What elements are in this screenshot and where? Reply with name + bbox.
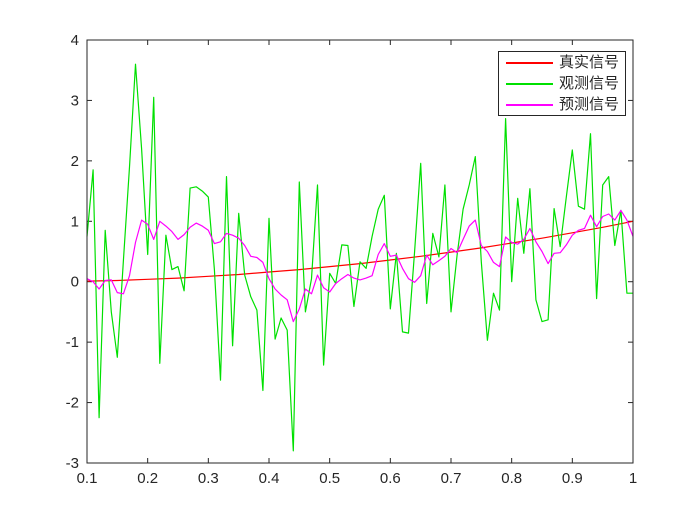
- x-tick-label: 0.1: [77, 470, 98, 487]
- legend-item-observed-signal: 观测信号: [499, 74, 625, 94]
- x-tick-label: 0.8: [501, 470, 522, 487]
- y-tick-label: 4: [71, 32, 79, 49]
- observed-signal-legend-line: [506, 82, 553, 85]
- observed-signal-legend-label: 观测信号: [559, 75, 620, 92]
- x-tick-label: 0.7: [441, 470, 462, 487]
- x-tick-label: 0.6: [380, 470, 401, 487]
- x-tick-label: 0.9: [562, 470, 583, 487]
- plot-frame: [86, 39, 634, 464]
- true-signal-legend-line: [506, 61, 553, 64]
- x-tick-label: 0.3: [198, 470, 219, 487]
- y-tick-label: -3: [66, 455, 79, 472]
- legend-box: 真实信号 观测信号 预测信号: [498, 51, 626, 116]
- observed-signal-line: [86, 63, 633, 452]
- predicted-signal-legend-label: 预测信号: [559, 96, 620, 113]
- predicted-signal-line: [86, 209, 634, 323]
- x-tick-label: 1: [629, 470, 637, 487]
- true-signal-legend-label: 真实信号: [559, 54, 620, 71]
- y-tick-label: 3: [71, 92, 79, 109]
- x-tick-label: 0.5: [319, 470, 340, 487]
- x-tick-label: 0.2: [137, 470, 158, 487]
- y-tick-label: 0: [71, 274, 79, 291]
- x-tick-label: 0.4: [259, 470, 280, 487]
- y-tick-label: 1: [71, 213, 79, 230]
- y-tick-label: -1: [66, 334, 79, 351]
- legend-item-true-signal: 真实信号: [499, 53, 625, 73]
- y-tick-label: -2: [66, 395, 79, 412]
- legend-item-predicted-signal: 预测信号: [499, 95, 625, 115]
- predicted-signal-legend-line: [506, 103, 553, 106]
- y-tick-label: 2: [71, 153, 79, 170]
